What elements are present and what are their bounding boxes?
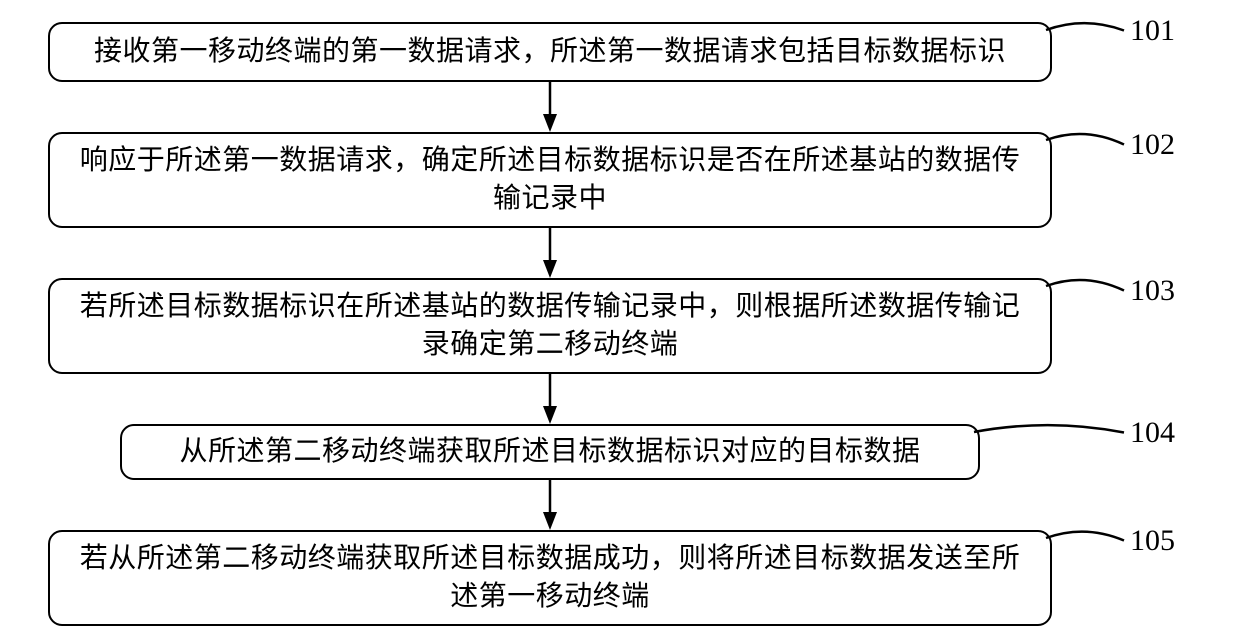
flow-arrow (530, 82, 570, 132)
flow-node-text: 接收第一移动终端的第一数据请求，所述第一数据请求包括目标数据标识 (50, 33, 1050, 71)
flow-node-text: 若所述目标数据标识在所述基站的数据传输记录中，则根据所述数据传输记录确定第二移动… (50, 288, 1050, 364)
callout-line-101 (1042, 10, 1128, 51)
flow-node-text: 响应于所述第一数据请求，确定所述目标数据标识是否在所述基站的数据传输记录中 (50, 142, 1050, 218)
flow-arrow (530, 374, 570, 424)
flow-node-text: 从所述第二移动终端获取所述目标数据标识对应的目标数据 (122, 433, 978, 471)
flow-arrow (530, 480, 570, 530)
callout-line-104 (970, 412, 1128, 453)
flow-node-103: 若所述目标数据标识在所述基站的数据传输记录中，则根据所述数据传输记录确定第二移动… (48, 278, 1052, 374)
flow-node-101: 接收第一移动终端的第一数据请求，所述第一数据请求包括目标数据标识 (48, 22, 1052, 82)
callout-line-105 (1042, 518, 1128, 561)
step-label-102: 102 (1130, 128, 1175, 162)
flow-arrow (530, 228, 570, 278)
flow-node-102: 响应于所述第一数据请求，确定所述目标数据标识是否在所述基站的数据传输记录中 (48, 132, 1052, 228)
step-label-103: 103 (1130, 274, 1175, 308)
flow-node-105: 若从所述第二移动终端获取所述目标数据成功，则将所述目标数据发送至所述第一移动终端 (48, 530, 1052, 626)
step-label-101: 101 (1130, 14, 1175, 48)
callout-line-103 (1042, 266, 1128, 311)
flowchart-canvas: 接收第一移动终端的第一数据请求，所述第一数据请求包括目标数据标识 101 响应于所述… (0, 0, 1240, 629)
callout-line-102 (1042, 120, 1128, 165)
flow-node-text: 若从所述第二移动终端获取所述目标数据成功，则将所述目标数据发送至所述第一移动终端 (50, 540, 1050, 616)
step-label-105: 105 (1130, 524, 1175, 558)
step-label-104: 104 (1130, 416, 1175, 450)
flow-node-104: 从所述第二移动终端获取所述目标数据标识对应的目标数据 (120, 424, 980, 480)
